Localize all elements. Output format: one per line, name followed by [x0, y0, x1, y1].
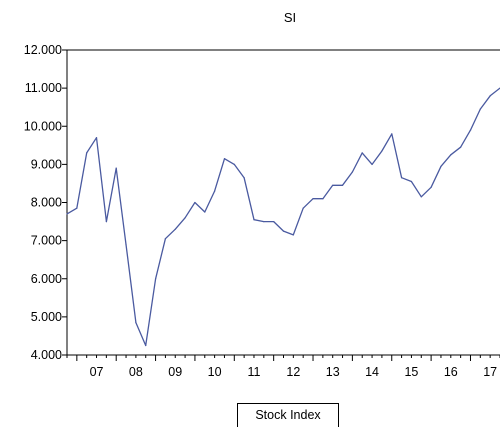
y-axis-ticks: 4.000 5.000 6.000 7.000 8.000 9.000 10.000 11.0… [24, 43, 67, 362]
data-point [253, 219, 255, 221]
y-tick-label: 4.000 [31, 348, 62, 362]
data-point [401, 177, 403, 179]
data-point [450, 154, 452, 156]
data-point [66, 213, 68, 215]
series-line-stock-index [66, 87, 500, 347]
data-point [312, 198, 314, 200]
data-point [135, 322, 137, 324]
y-tick-label: 5.000 [31, 310, 62, 324]
y-tick-label: 11.000 [25, 81, 62, 95]
legend-label: Stock Index [255, 408, 321, 422]
axes [66, 49, 500, 356]
data-point [391, 133, 393, 135]
data-point [322, 198, 324, 200]
data-point [292, 234, 294, 236]
x-tick-label: 14 [365, 365, 379, 379]
data-point [86, 152, 88, 154]
x-tick-label: 11 [247, 365, 260, 379]
y-tick-label: 8.000 [31, 196, 62, 210]
y-tick-label: 10.000 [24, 119, 62, 133]
y-tick-label: 9.000 [31, 157, 62, 171]
y-tick-label: 12.000 [24, 43, 62, 57]
data-point [273, 221, 275, 223]
data-point [105, 221, 107, 223]
data-point [282, 230, 285, 232]
series-points [66, 87, 500, 347]
x-tick-label: 13 [326, 365, 340, 379]
data-point [204, 211, 206, 213]
data-point [184, 217, 186, 219]
y-tick-label: 6.000 [31, 272, 62, 286]
x-axis-ticks: 07 08 09 10 11 12 13 14 15 16 17 [66, 355, 500, 379]
data-point [430, 186, 432, 188]
data-point [194, 201, 196, 204]
data-point [332, 184, 334, 186]
data-point [351, 171, 353, 173]
x-tick-label: 08 [129, 365, 143, 379]
data-point [145, 344, 147, 347]
x-tick-label: 12 [286, 365, 300, 379]
data-point [302, 207, 304, 209]
data-point [214, 190, 216, 192]
data-point [174, 228, 176, 230]
data-point [381, 150, 383, 152]
data-point [263, 221, 265, 223]
data-point [489, 95, 491, 97]
x-tick-label: 16 [444, 365, 458, 379]
data-point [361, 152, 363, 154]
data-point [115, 167, 117, 169]
data-point [440, 165, 442, 167]
x-tick-label: 15 [404, 365, 418, 379]
data-point [155, 278, 157, 280]
data-point [125, 243, 127, 245]
data-point [479, 108, 481, 110]
x-tick-label: 07 [90, 365, 104, 379]
data-point [95, 137, 98, 139]
x-tick-label: 09 [168, 365, 182, 379]
data-point [371, 163, 373, 165]
data-point [469, 129, 472, 131]
data-point [243, 177, 245, 179]
data-point [233, 163, 235, 165]
data-point [420, 196, 422, 198]
data-point [410, 180, 412, 183]
legend: Stock Index [237, 403, 339, 427]
data-point [164, 238, 166, 240]
x-tick-label: 10 [208, 365, 222, 379]
data-point [223, 158, 226, 160]
x-tick-label: 17 [483, 365, 497, 379]
data-point [341, 184, 344, 186]
data-point [76, 207, 78, 209]
data-point [460, 146, 462, 148]
y-tick-label: 7.000 [31, 234, 62, 248]
chart-title: SI [284, 10, 296, 25]
